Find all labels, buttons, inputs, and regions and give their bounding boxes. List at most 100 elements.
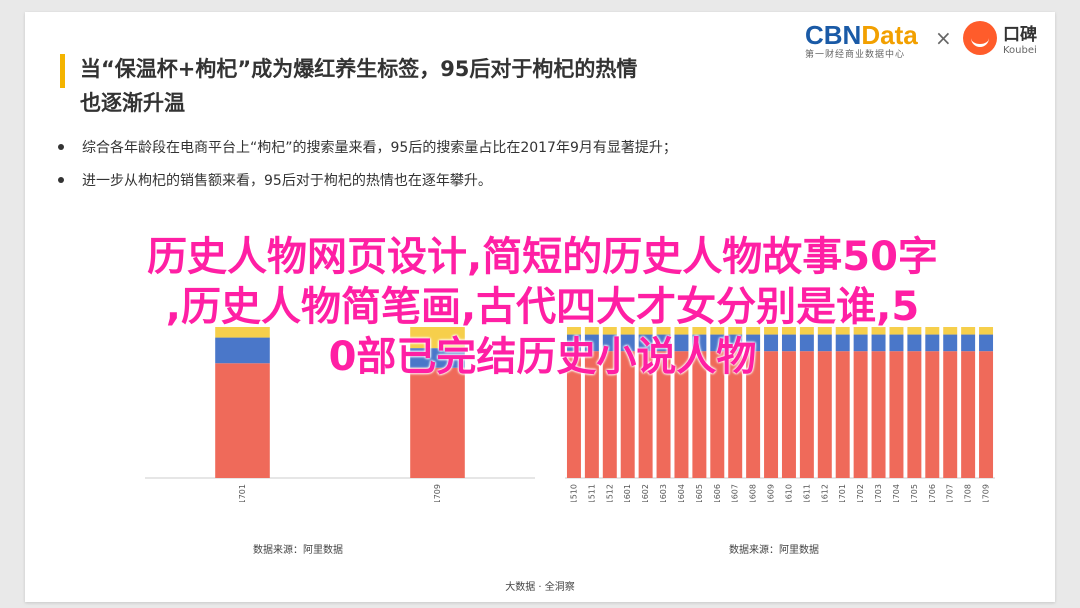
bar-segment-1 (692, 334, 707, 352)
bar-segment-1 (566, 334, 581, 352)
bar-segment-2 (889, 327, 904, 335)
bar-segment-0 (799, 351, 814, 478)
x-tick-label: 201603 (659, 484, 668, 502)
x-tick-label: 201701 (838, 484, 847, 502)
bar-segment-1 (710, 334, 725, 352)
data-text: Data (861, 20, 918, 50)
bar-segment-0 (638, 351, 653, 478)
bar-segment-2 (907, 327, 922, 335)
bar-segment-0 (728, 351, 743, 478)
koubei-cn-text: 口碑 (1003, 25, 1037, 45)
headline-accent-bar (60, 54, 65, 88)
koubei-logo: 口碑 Koubei (963, 20, 1037, 56)
bar-segment-2 (979, 327, 994, 335)
x-tick-label: 201605 (695, 484, 704, 502)
bar-segment-2 (853, 327, 868, 335)
bar-segment-2 (566, 327, 581, 335)
bar-segment-1 (835, 334, 850, 352)
times-sign: × (935, 26, 952, 50)
bar-segment-0 (764, 351, 779, 478)
x-tick-label: 201608 (749, 484, 758, 502)
bar-segment-1 (215, 337, 270, 364)
bar-segment-0 (925, 351, 940, 478)
bar-segment-2 (674, 327, 689, 335)
bar-segment-2 (584, 327, 599, 335)
bar-segment-1 (817, 334, 832, 352)
overlay-line-2: ,历史人物简笔画,古代四大才女分别是谁,5 (165, 284, 920, 330)
x-tick-label: 201604 (677, 484, 686, 502)
bar-segment-0 (674, 351, 689, 478)
koubei-en-text: Koubei (1003, 45, 1037, 56)
bar-segment-1 (799, 334, 814, 352)
x-tick-label: 201610 (784, 484, 793, 502)
bar-segment-0 (907, 351, 922, 478)
right-chart-source: 数据来源：阿里数据 (729, 545, 819, 556)
bar-segment-1 (925, 334, 940, 352)
bar-segment-1 (943, 334, 958, 352)
bar-segment-2 (602, 327, 617, 335)
x-tick-label: 201703 (874, 484, 883, 502)
bar-segment-1 (746, 334, 761, 352)
bar-segment-1 (620, 334, 635, 352)
bar-segment-1 (674, 334, 689, 352)
headline-line-2: 也逐渐升温 (80, 91, 185, 115)
x-tick-label: 201511 (587, 484, 596, 502)
bar-segment-0 (781, 351, 796, 478)
overlay-title: 历史人物网页设计,简短的历史人物故事50字 ,历史人物简笔画,古代四大才女分别是… (15, 232, 1070, 382)
bar-segment-2 (799, 327, 814, 335)
bar-segment-2 (215, 327, 270, 338)
overlay-line-3: 0部已完结历史小说人物 (328, 334, 757, 380)
bullet-dot-icon (58, 143, 64, 150)
bar-segment-2 (620, 327, 635, 335)
x-tick-label: 201706 (928, 484, 937, 502)
bar-segment-2 (410, 327, 465, 349)
bar-segment-1 (638, 334, 653, 352)
bar-segment-0 (410, 367, 465, 478)
left-chart-source: 数据来源：阿里数据 (253, 545, 343, 556)
bar-segment-0 (692, 351, 707, 478)
x-tick-label: 201512 (605, 484, 614, 502)
bar-segment-2 (764, 327, 779, 335)
bar-segment-2 (781, 327, 796, 335)
x-tick-label: 201705 (910, 484, 919, 502)
bar-segment-1 (853, 334, 868, 352)
bar-segment-0 (979, 351, 994, 478)
cbn-text: CBN (805, 20, 862, 50)
right-stacked-bar-chart: 201510 201511 201512 201601 201602 201603 2016… (565, 327, 995, 502)
bar-segment-2 (835, 327, 850, 335)
bar-segment-2 (961, 327, 976, 335)
bar-segment-1 (728, 334, 743, 352)
bar-segment-0 (871, 351, 886, 478)
bar-segment-0 (710, 351, 725, 478)
bar-segment-0 (817, 351, 832, 478)
cbndata-logo: CBNData 第一财经商业数据中心 (805, 20, 918, 60)
bar-segment-2 (656, 327, 671, 335)
bullet-list: 综合各年龄段在电商平台上“枸杞”的搜索量来看，95后的搜索量占比在2017年9月… (58, 130, 1025, 196)
x-tick-label: 201707 (946, 484, 955, 502)
bar-segment-0 (853, 351, 868, 478)
bar-segment-2 (943, 327, 958, 335)
bar-segment-0 (835, 351, 850, 478)
bar-segment-2 (638, 327, 653, 335)
x-tick-label: 201611 (802, 484, 811, 502)
bar-segment-1 (602, 334, 617, 352)
bullet-item: 进一步从枸杞的销售额来看，95后对于枸杞的热情也在逐年攀升。 (58, 163, 1025, 196)
bar-segment-0 (746, 351, 761, 478)
x-tick-label: 201708 (964, 484, 973, 502)
bar-segment-1 (410, 348, 465, 368)
footer-slogan: 大数据 · 全洞察 (505, 582, 575, 593)
overlay-line-1: 历史人物网页设计,简短的历史人物故事50字 (147, 234, 938, 280)
bullet-text: 进一步从枸杞的销售额来看，95后对于枸杞的热情也在逐年攀升。 (82, 172, 492, 189)
x-tick-label: 201709 (433, 484, 442, 502)
bar-segment-1 (907, 334, 922, 352)
bar-segment-0 (656, 351, 671, 478)
bar-segment-1 (764, 334, 779, 352)
x-tick-label: 201602 (641, 484, 650, 502)
x-tick-label: 201704 (892, 484, 901, 502)
bar-segment-2 (871, 327, 886, 335)
bullet-dot-icon (58, 176, 64, 183)
bullet-text: 综合各年龄段在电商平台上“枸杞”的搜索量来看，95后的搜索量占比在2017年9月… (82, 139, 677, 156)
slide: 当“保温杯+枸杞”成为爆红养生标签，95后对于枸杞的热情 也逐渐升温 CBNDa… (25, 12, 1055, 602)
x-tick-label: 201612 (820, 484, 829, 502)
